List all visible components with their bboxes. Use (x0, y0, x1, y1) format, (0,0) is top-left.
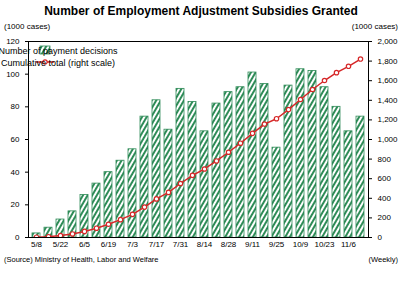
svg-text:1,600: 1,600 (378, 76, 399, 85)
svg-text:7/17: 7/17 (149, 240, 165, 249)
html-text:(Weekly): (Weekly) (368, 255, 398, 264)
svg-text:0: 0 (378, 233, 383, 242)
svg-text:5/22: 5/22 (53, 240, 69, 249)
svg-text:1,200: 1,200 (378, 115, 399, 124)
svg-text:1,000: 1,000 (378, 135, 399, 144)
svg-text:60: 60 (11, 135, 20, 144)
svg-text:7/3: 7/3 (127, 240, 139, 249)
svg-text:Number of payment decisions: Number of payment decisions (0, 46, 118, 56)
svg-text:11/6: 11/6 (341, 240, 357, 249)
svg-text:5/8: 5/8 (31, 240, 43, 249)
svg-text:1,400: 1,400 (378, 96, 399, 105)
html-text:(Source) Ministry of Health, L: (Source) Ministry of Health, Labor and W… (4, 255, 159, 264)
svg-text:10/23: 10/23 (314, 240, 335, 249)
svg-text:200: 200 (378, 213, 392, 222)
svg-text:9/11: 9/11 (245, 240, 261, 249)
svg-text:2,000: 2,000 (378, 37, 399, 46)
svg-text:10/9: 10/9 (293, 240, 309, 249)
svg-text:9/25: 9/25 (269, 240, 285, 249)
svg-text:6/19: 6/19 (101, 240, 117, 249)
svg-text:600: 600 (378, 174, 392, 183)
svg-text:8/14: 8/14 (197, 240, 213, 249)
svg-text:20: 20 (11, 200, 20, 209)
html-text:(1000 cases): (1000 cases) (4, 22, 51, 31)
svg-text:100: 100 (6, 70, 20, 79)
svg-text:800: 800 (378, 155, 392, 164)
svg-text:1,800: 1,800 (378, 57, 399, 66)
svg-text:7/31: 7/31 (173, 240, 189, 249)
svg-text:0: 0 (15, 233, 20, 242)
html-text:Number of Employment Adjustmen: Number of Employment Adjustment Subsidie… (44, 4, 358, 18)
svg-text:80: 80 (11, 102, 20, 111)
svg-text:8/28: 8/28 (221, 240, 237, 249)
svg-text:120: 120 (6, 37, 20, 46)
svg-text:6/5: 6/5 (79, 240, 91, 249)
svg-text:Cumulative total (right scale): Cumulative total (right scale) (1, 58, 115, 68)
html-text:(1000 cases): (1000 cases) (351, 22, 398, 31)
svg-text:400: 400 (378, 194, 392, 203)
svg-text:40: 40 (11, 168, 20, 177)
